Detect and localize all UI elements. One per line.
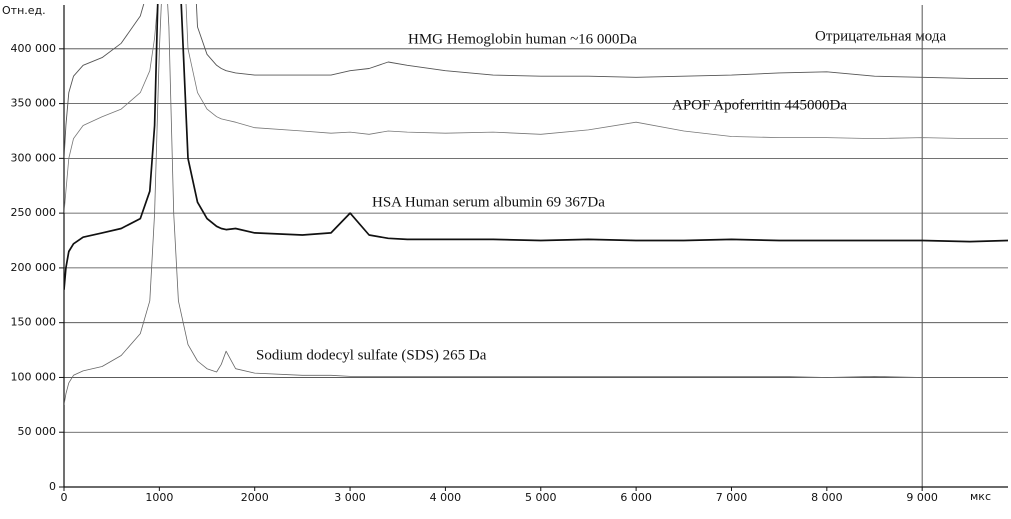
x-tick-label: 9 000 [906,491,938,504]
x-tick-label: 3 000 [334,491,366,504]
series-line [64,4,1009,290]
y-tick-label: 100 000 [11,370,57,383]
x-tick-label: 5 000 [525,491,557,504]
series-label: HSA Human serum albumin 69 367Da [372,194,605,210]
series-line [64,4,1008,214]
x-tick-label: 4 000 [430,491,462,504]
series-line [64,4,1008,159]
x-tick-label: 8 000 [811,491,843,504]
x-tick-label: 0 [61,491,68,504]
y-axis-label: Отн.ед. [2,4,46,17]
y-tick-label: 200 000 [11,261,57,274]
x-tick-label: 6 000 [620,491,652,504]
y-tick-label: 250 000 [11,206,57,219]
y-tick-label: 350 000 [11,97,57,110]
series-label: Sodium dodecyl sulfate (SDS) 265 Da [256,347,487,363]
y-tick-label: 400 000 [11,42,57,55]
series-label: HMG Hemoglobin human ~16 000Da [408,31,637,47]
y-tick-label: 150 000 [11,316,57,329]
y-tick-label: 50 000 [18,425,57,438]
series-label: APOF Apoferritin 445000Da [672,97,847,113]
x-tick-label: 2000 [241,491,269,504]
x-axis-label: мкс [970,490,991,503]
series-line [64,4,1008,405]
plot-area [64,4,1009,405]
y-tick-label: 300 000 [11,151,57,164]
annotation: Отрицательная мода [815,28,946,44]
x-tick-label: 1000 [145,491,173,504]
y-tick-label: 0 [49,480,56,493]
x-tick-label: 7 000 [716,491,748,504]
